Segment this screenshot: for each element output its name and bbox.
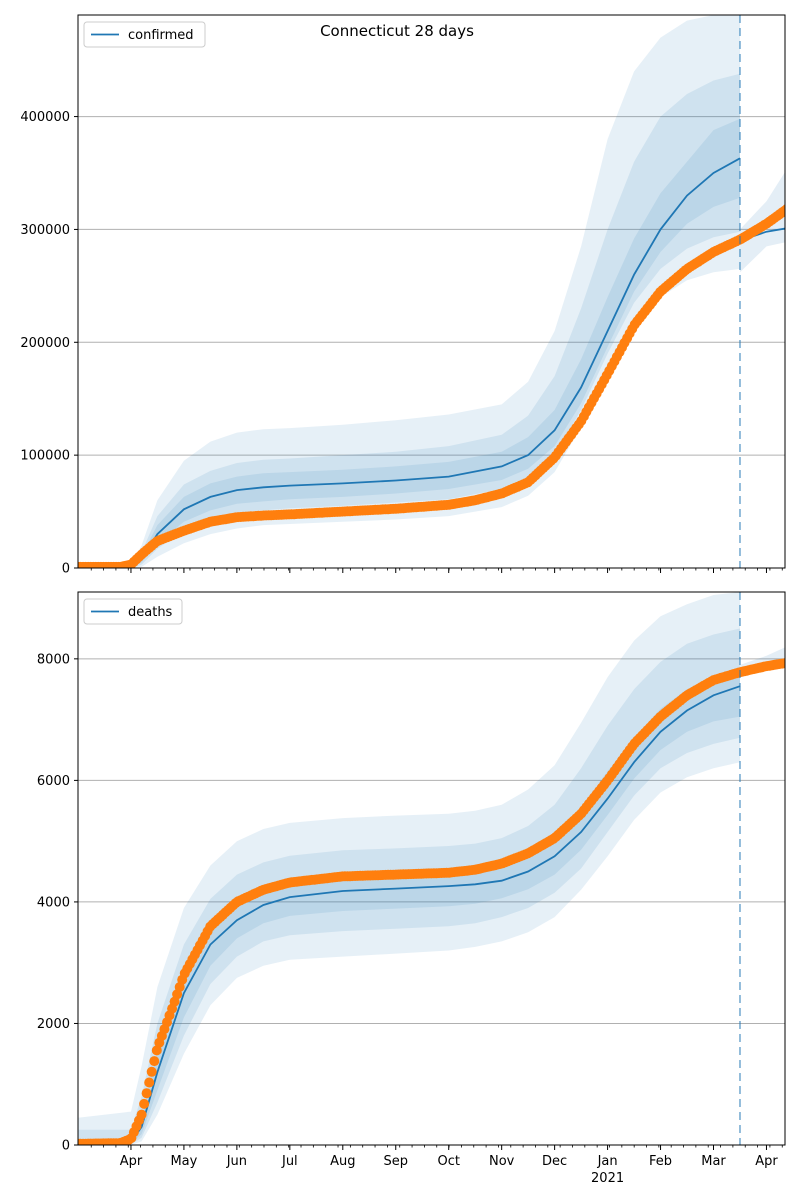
confirmed-frame: [77, 14, 786, 569]
confirmed-observed-point: [784, 205, 785, 209]
deaths-legend-box: [83, 598, 183, 625]
x-axis-labels: Apr May Jun Jul Aug Sep Oct Nov Dec Jan Feb Mar Apr 2…: [120, 1154, 779, 1186]
confirmed-ytick-label: 100000: [20, 449, 70, 464]
confirmed-ytick-label: 0: [62, 562, 70, 577]
confirmed-band-mid: [78, 73, 740, 568]
confirmed-legend-label: confirmed: [128, 28, 194, 43]
xtick-label: Mar: [701, 1154, 726, 1169]
deaths-observed-point: [784, 661, 785, 664]
deaths-legend: deaths: [83, 598, 183, 625]
deaths-observed-point: [141, 1088, 152, 1099]
deaths-observed-point: [782, 658, 785, 668]
deaths-observed-point: [149, 1056, 160, 1067]
deaths-ytick-label: 0: [62, 1139, 70, 1154]
xtick-label: Feb: [649, 1154, 672, 1169]
confirmed-observed-point: [787, 200, 797, 210]
deaths-ytick-label: 2000: [37, 1017, 70, 1032]
deaths-plot-area: [78, 592, 797, 1145]
xtick-label: Nov: [489, 1154, 515, 1169]
xtick-label: May: [170, 1154, 197, 1169]
confirmed-band-inner: [78, 118, 740, 568]
xtick-label: Dec: [542, 1154, 567, 1169]
deaths-panel: 0 2000 4000 6000 8000 deaths: [37, 591, 797, 1154]
deaths-observed-points: [78, 657, 797, 1145]
xtick-label: Jun: [226, 1154, 247, 1169]
chart-title: Connecticut 28 days: [320, 22, 474, 40]
year-label: 2021: [591, 1171, 624, 1186]
deaths-observed-point: [139, 1098, 150, 1109]
confirmed-ytick-label: 300000: [20, 223, 70, 238]
deaths-band-inner: [78, 668, 740, 1145]
confirmed-ytick-label: 200000: [20, 336, 70, 351]
confirmed-model-line: [78, 157, 741, 568]
xtick-label: Jan: [597, 1154, 618, 1169]
xtick-label: Aug: [330, 1154, 355, 1169]
deaths-observed-point: [146, 1066, 157, 1077]
xtick-label: Apr: [120, 1154, 143, 1169]
xtick-label: Jul: [281, 1154, 298, 1169]
deaths-model-line: [78, 685, 741, 1145]
deaths-observed-point: [151, 1045, 162, 1056]
confirmed-legend-box: [83, 21, 206, 48]
xtick-label: Apr: [755, 1154, 778, 1169]
confirmed-plot-area: [78, 15, 797, 568]
deaths-band-outer: [78, 592, 740, 1145]
deaths-observed-point: [144, 1077, 155, 1088]
confirmed-observed-points: [78, 200, 797, 568]
xtick-label: Oct: [437, 1154, 459, 1169]
confirmed-panel: 0 100000 200000 300000 400000 confirmed: [20, 14, 797, 577]
xtick-label: Sep: [383, 1154, 408, 1169]
deaths-frame: [77, 591, 786, 1146]
deaths-ytick-label: 4000: [37, 895, 70, 910]
confirmed-legend: confirmed: [83, 21, 206, 48]
confirmed-observed-point: [782, 204, 785, 214]
deaths-observed-point: [787, 657, 797, 667]
deaths-band-mid: [78, 628, 740, 1145]
deaths-ytick-label: 6000: [37, 774, 70, 789]
deaths-legend-label: deaths: [128, 605, 173, 620]
confirmed-ytick-label: 400000: [20, 110, 70, 125]
deaths-observed-point: [136, 1109, 147, 1120]
deaths-ytick-label: 8000: [37, 652, 70, 667]
